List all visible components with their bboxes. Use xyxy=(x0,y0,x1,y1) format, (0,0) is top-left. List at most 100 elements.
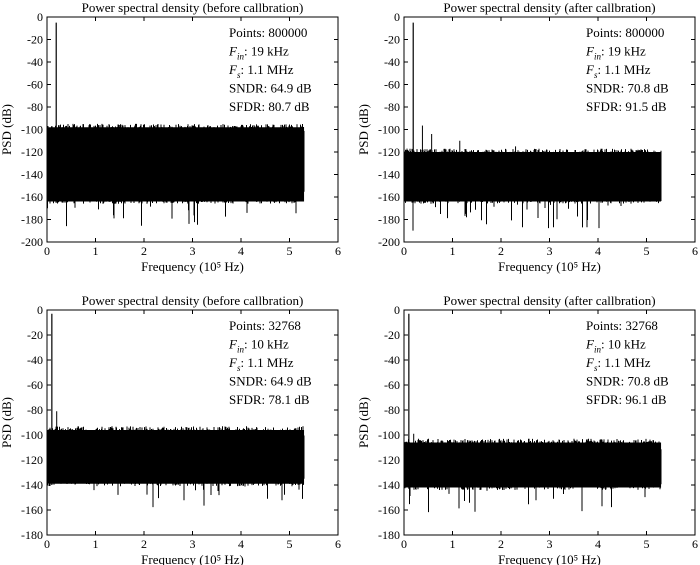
spectrum-noise-band xyxy=(47,127,305,202)
x-axis-label: Frequency (10⁵ Hz) xyxy=(141,259,244,274)
annotation-line: Fs: 1.1 MHz xyxy=(228,355,294,373)
x-axis-label: Frequency (10⁵ Hz) xyxy=(141,552,244,565)
y-tick-label: -160 xyxy=(378,503,400,517)
x-tick-label: 5 xyxy=(644,244,650,258)
psd-panel-2: 0 1 2 3 4 5 6 0 -20 -40 -60 -80 -100 -120 -140 -160 -180… xyxy=(356,0,698,274)
x-tick-label: 4 xyxy=(238,244,244,258)
y-tick-label: -100 xyxy=(21,123,43,137)
psd-panel-3: 0 1 2 3 4 5 6 0 -20 -40 -60 -80 -100 -120 -140 -160 -180… xyxy=(0,293,341,565)
spectrum-noise-band xyxy=(404,152,662,202)
y-tick-label: -200 xyxy=(21,235,43,249)
y-tick-label: -140 xyxy=(378,168,400,182)
y-tick-label: -140 xyxy=(21,478,43,492)
x-tick-label: 5 xyxy=(287,244,293,258)
y-tick-label: -60 xyxy=(384,78,400,92)
annotation-line: Fin: 19 kHz xyxy=(228,44,289,62)
annotation-line: Points: 32768 xyxy=(586,318,658,333)
y-tick-label: -160 xyxy=(21,503,43,517)
x-tick-label: 0 xyxy=(44,537,50,551)
annotation-line: SNDR: 64.9 dB xyxy=(229,81,312,96)
annotation-line: SNDR: 70.8 dB xyxy=(586,374,669,389)
x-tick-label: 0 xyxy=(44,244,50,258)
y-tick-label: -180 xyxy=(21,213,43,227)
y-tick-label: -160 xyxy=(378,190,400,204)
y-tick-label: -20 xyxy=(27,33,43,47)
y-axis-label: PSD (dB) xyxy=(0,397,14,448)
x-tick-label: 2 xyxy=(141,537,147,551)
x-tick-label: 0 xyxy=(401,537,407,551)
y-tick-label: -60 xyxy=(27,78,43,92)
x-tick-label: 4 xyxy=(595,537,601,551)
x-tick-label: 5 xyxy=(287,537,293,551)
y-tick-label: 0 xyxy=(37,10,43,24)
annotation-line: SFDR: 91.5 dB xyxy=(586,99,667,114)
axes-frame xyxy=(403,309,696,536)
x-tick-label: 1 xyxy=(93,244,99,258)
y-tick-label: -120 xyxy=(378,453,400,467)
x-tick-label: 4 xyxy=(238,537,244,551)
y-tick-label: -40 xyxy=(384,353,400,367)
y-tick-label: -120 xyxy=(21,453,43,467)
y-tick-label: -140 xyxy=(378,478,400,492)
y-tick-label: -140 xyxy=(21,168,43,182)
annotation-line: Fin: 10 kHz xyxy=(585,337,646,355)
x-tick-label: 2 xyxy=(141,244,147,258)
annotation-line: SFDR: 96.1 dB xyxy=(586,392,667,407)
y-tick-label: -40 xyxy=(384,55,400,69)
x-tick-label: 4 xyxy=(595,244,601,258)
x-tick-label: 3 xyxy=(547,537,553,551)
x-tick-label: 3 xyxy=(547,244,553,258)
annotation-line: Fs: 1.1 MHz xyxy=(585,62,651,80)
y-tick-label: -60 xyxy=(27,378,43,392)
y-tick-label: -20 xyxy=(27,328,43,342)
y-tick-label: -40 xyxy=(27,55,43,69)
chart-title: Power spectral density (after callbratio… xyxy=(443,0,655,15)
x-tick-label: 6 xyxy=(335,244,341,258)
x-tick-label: 5 xyxy=(644,537,650,551)
axes-frame xyxy=(46,309,339,536)
x-tick-label: 1 xyxy=(93,537,99,551)
x-tick-label: 3 xyxy=(190,244,196,258)
y-tick-label: -80 xyxy=(384,100,400,114)
x-axis-label: Frequency (10⁵ Hz) xyxy=(498,552,601,565)
y-tick-label: -100 xyxy=(21,428,43,442)
y-tick-label: -60 xyxy=(384,378,400,392)
x-tick-label: 6 xyxy=(335,537,341,551)
annotation-line: Points: 800000 xyxy=(229,25,307,40)
y-tick-label: -100 xyxy=(378,123,400,137)
chart-title: Power spectral density (before callbrati… xyxy=(82,293,304,308)
y-tick-label: -40 xyxy=(27,353,43,367)
x-tick-label: 2 xyxy=(498,244,504,258)
y-tick-label: -160 xyxy=(21,190,43,204)
y-tick-label: -20 xyxy=(384,328,400,342)
annotation-line: SNDR: 64.9 dB xyxy=(229,374,312,389)
annotation-line: Fin: 10 kHz xyxy=(228,337,289,355)
y-axis-label: PSD (dB) xyxy=(0,104,14,155)
annotation-line: Points: 32768 xyxy=(229,318,301,333)
y-tick-label: -100 xyxy=(378,428,400,442)
y-tick-label: -180 xyxy=(378,213,400,227)
y-tick-label: -120 xyxy=(378,145,400,159)
spectrum-noise-band xyxy=(47,430,305,484)
annotation-line: Fs: 1.1 MHz xyxy=(585,355,651,373)
x-tick-label: 0 xyxy=(401,244,407,258)
y-tick-label: -200 xyxy=(378,235,400,249)
x-tick-label: 1 xyxy=(450,537,456,551)
y-tick-label: -180 xyxy=(378,528,400,542)
y-tick-label: 0 xyxy=(394,10,400,24)
x-tick-label: 1 xyxy=(450,244,456,258)
x-tick-label: 6 xyxy=(692,537,698,551)
y-tick-label: 0 xyxy=(394,303,400,317)
annotation-line: SFDR: 80.7 dB xyxy=(229,99,310,114)
y-tick-label: -20 xyxy=(384,33,400,47)
psd-panel-4: 0 1 2 3 4 5 6 0 -20 -40 -60 -80 -100 -120 -140 -160 -180… xyxy=(356,293,698,565)
x-axis-label: Frequency (10⁵ Hz) xyxy=(498,259,601,274)
y-tick-label: -80 xyxy=(27,100,43,114)
spectrum-noise-band xyxy=(404,442,662,488)
chart-title: Power spectral density (before callbrati… xyxy=(82,0,304,15)
annotation-line: Fs: 1.1 MHz xyxy=(228,62,294,80)
x-tick-label: 6 xyxy=(692,244,698,258)
psd-panel-1: 0 1 2 3 4 5 6 0 -20 -40 -60 -80 -100 -120 -140 -160 -180… xyxy=(0,0,341,274)
chart-title: Power spectral density (after callbratio… xyxy=(443,293,655,308)
y-tick-label: -120 xyxy=(21,145,43,159)
